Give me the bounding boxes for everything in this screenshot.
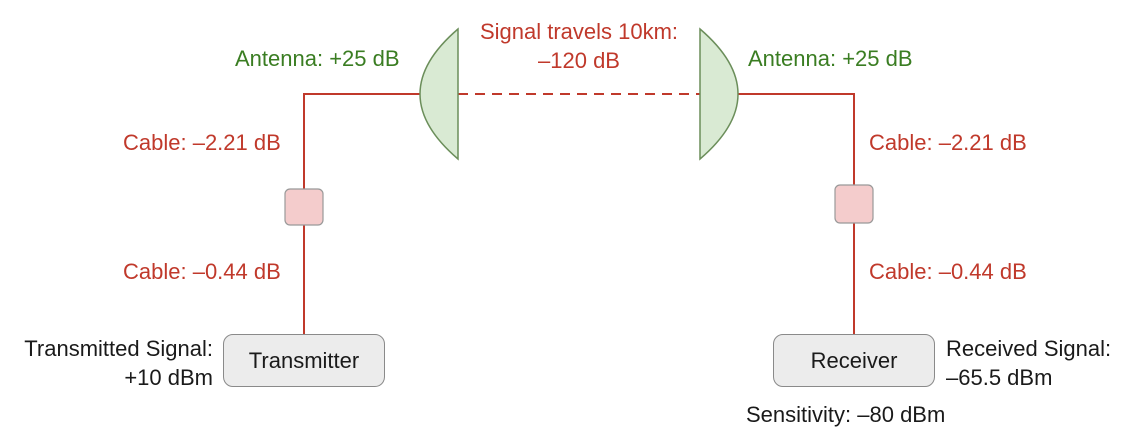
received-signal-label: Received Signal: — [946, 336, 1112, 361]
link-loss-line1: Signal travels 10km: — [479, 19, 679, 44]
right-antenna-dish — [699, 27, 739, 161]
right-antenna-gain: Antenna: +25 dB — [748, 46, 913, 71]
transmitted-signal: Transmitted Signal: +10 dBm — [0, 334, 213, 392]
left-cable-lower-loss: Cable: –0.44 dB — [123, 259, 281, 284]
left-cable-upper-loss: Cable: –2.21 dB — [123, 130, 281, 155]
receiver-label: Receiver — [810, 347, 898, 373]
transmitter-label: Transmitter — [248, 347, 360, 373]
receiver-box: Receiver — [773, 334, 935, 387]
received-signal-value: –65.5 dBm — [946, 365, 1053, 390]
left-antenna-gain: Antenna: +25 dB — [235, 46, 400, 71]
transmitter-box: Transmitter — [223, 334, 385, 387]
right-cable — [738, 93, 855, 334]
link-loss-line2: –120 dB — [538, 48, 620, 73]
left-antenna-dish — [419, 27, 459, 161]
link-loss-label: Signal travels 10km: –120 dB — [459, 17, 699, 75]
right-cable-upper-loss: Cable: –2.21 dB — [869, 130, 1027, 155]
received-signal: Received Signal: –65.5 dBm — [946, 334, 1111, 392]
right-connector — [834, 184, 874, 224]
transmitted-signal-label: Transmitted Signal: — [24, 336, 213, 361]
left-connector — [284, 188, 324, 226]
receiver-sensitivity: Sensitivity: –80 dBm — [746, 402, 946, 427]
right-cable-lower-loss: Cable: –0.44 dB — [869, 259, 1027, 284]
left-cable — [303, 93, 420, 334]
transmitted-signal-value: +10 dBm — [124, 365, 213, 390]
